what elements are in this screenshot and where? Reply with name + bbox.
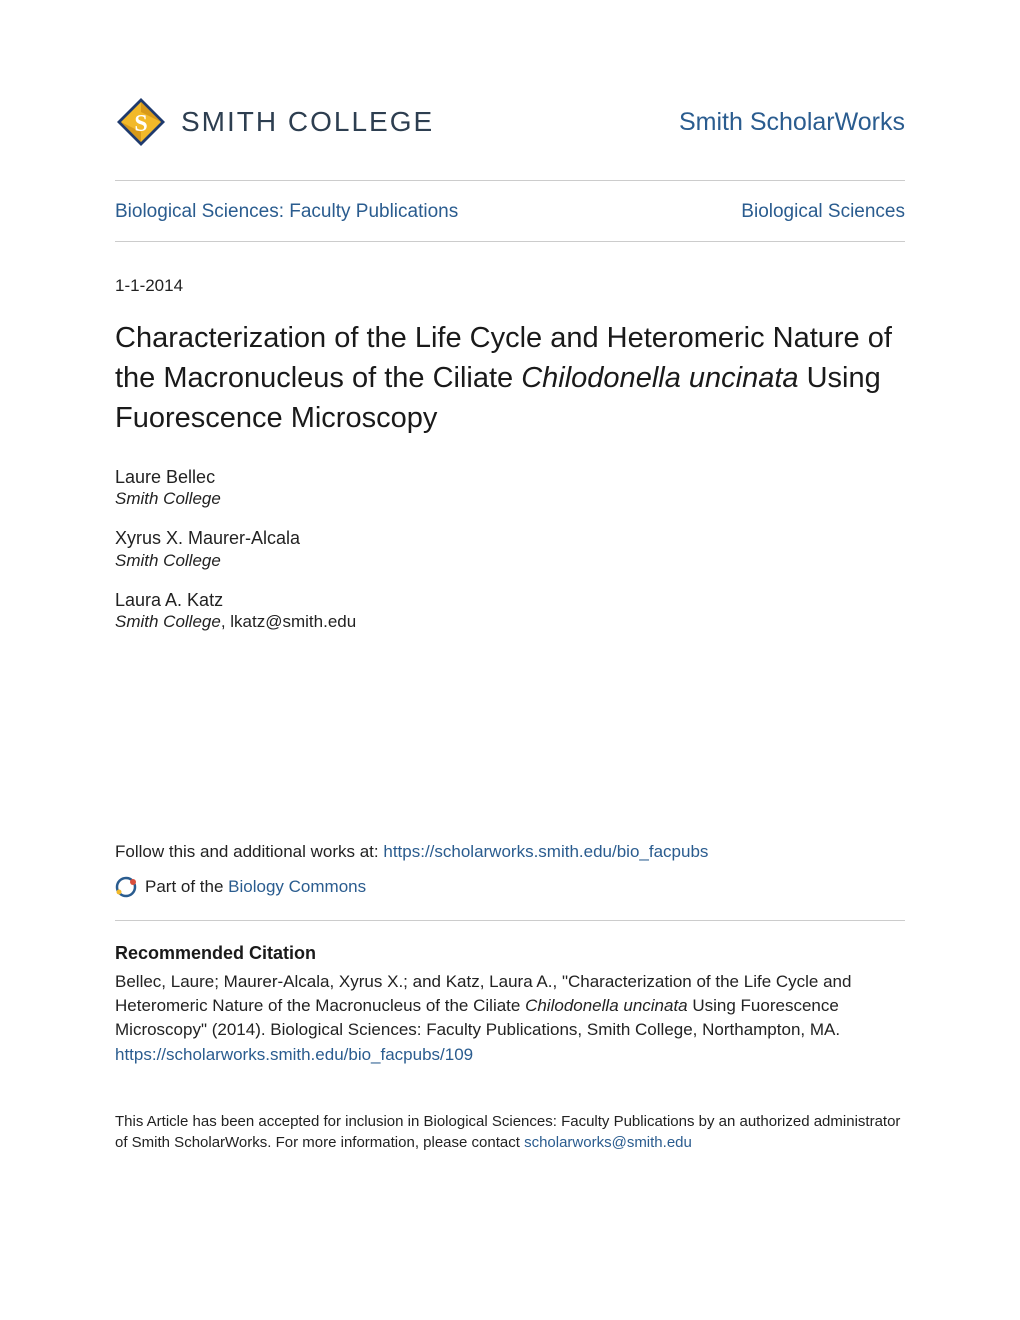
author-affiliation: Smith College, lkatz@smith.edu [115,612,905,632]
partof-link[interactable]: Biology Commons [228,877,366,896]
breadcrumb-row: Biological Sciences: Faculty Publication… [115,181,905,242]
follow-prefix: Follow this and additional works at: [115,842,383,861]
header-row: S SMITH COLLEGE Smith ScholarWorks [115,96,905,181]
footer-contact-link[interactable]: scholarworks@smith.edu [524,1134,692,1151]
author-block-2: Xyrus X. Maurer-Alcala Smith College [115,527,905,570]
institution-name: SMITH COLLEGE [181,106,434,138]
citation-text: Bellec, Laure; Maurer-Alcala, Xyrus X.; … [115,970,905,1042]
citation-url-link[interactable]: https://scholarworks.smith.edu/bio_facpu… [115,1045,905,1065]
citation-section: Recommended Citation Bellec, Laure; Maur… [115,943,905,1064]
author-block-3: Laura A. Katz Smith College, lkatz@smith… [115,589,905,632]
citation-italic: Chilodonella uncinata [525,996,688,1015]
author-name: Laure Bellec [115,466,905,489]
author-name: Xyrus X. Maurer-Alcala [115,527,905,550]
follow-line: Follow this and additional works at: htt… [115,842,905,862]
publication-date: 1-1-2014 [115,276,905,296]
partof-row: Part of the Biology Commons [115,876,905,921]
page-container: S SMITH COLLEGE Smith ScholarWorks Biolo… [0,0,1020,1204]
follow-section: Follow this and additional works at: htt… [115,842,905,921]
author-name: Laura A. Katz [115,589,905,612]
author-block-1: Laure Bellec Smith College [115,466,905,509]
footer-text: This Article has been accepted for inclu… [115,1111,905,1155]
author-affiliation: Smith College [115,489,905,509]
citation-heading: Recommended Citation [115,943,905,964]
scholarworks-link[interactable]: Smith ScholarWorks [679,108,905,137]
svg-text:S: S [134,111,147,137]
network-icon [115,876,137,898]
institution-logo-icon: S [115,96,167,148]
institution-logo-block[interactable]: S SMITH COLLEGE [115,96,434,148]
partof-text: Part of the Biology Commons [145,877,366,897]
title-italic: Chilodonella uncinata [521,362,798,394]
breadcrumb-department-link[interactable]: Biological Sciences [741,201,905,223]
author-affiliation: Smith College [115,551,905,571]
breadcrumb-collection-link[interactable]: Biological Sciences: Faculty Publication… [115,201,458,223]
article-title: Characterization of the Life Cycle and H… [115,318,905,438]
footer-part1: This Article has been accepted for inclu… [115,1113,900,1152]
follow-url-link[interactable]: https://scholarworks.smith.edu/bio_facpu… [383,842,708,861]
partof-prefix: Part of the [145,877,228,896]
